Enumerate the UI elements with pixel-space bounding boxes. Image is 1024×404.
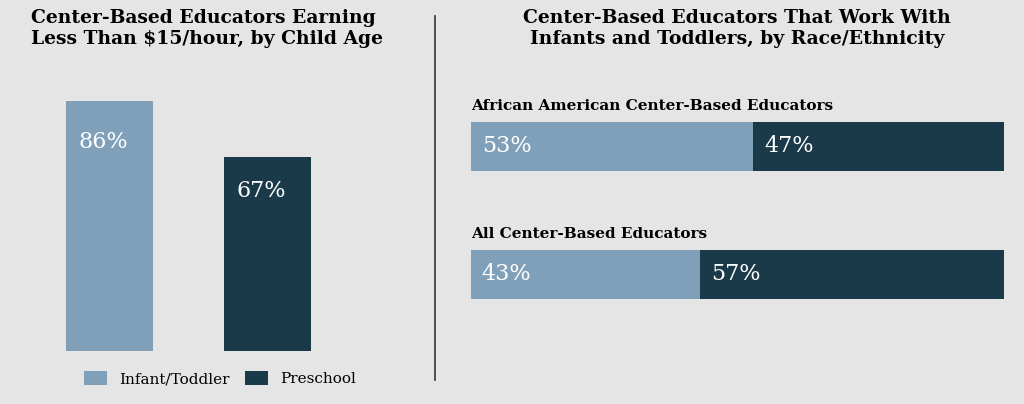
- Text: African American Center-Based Educators: African American Center-Based Educators: [471, 99, 834, 113]
- Text: 47%: 47%: [764, 135, 813, 158]
- Text: 67%: 67%: [237, 180, 287, 202]
- Bar: [67, 101, 153, 351]
- Text: 57%: 57%: [711, 263, 760, 285]
- Bar: [754, 122, 1004, 171]
- Text: Center-Based Educators Earning
Less Than $15/hour, by Child Age: Center-Based Educators Earning Less Than…: [31, 9, 383, 48]
- Title: Center-Based Educators That Work With
Infants and Toddlers, by Race/Ethnicity: Center-Based Educators That Work With In…: [523, 9, 951, 48]
- Bar: [471, 250, 700, 299]
- Text: 86%: 86%: [79, 131, 128, 154]
- Bar: [224, 157, 311, 351]
- Text: All Center-Based Educators: All Center-Based Educators: [471, 227, 708, 241]
- Text: 43%: 43%: [481, 263, 531, 285]
- Legend: Infant/Toddler, Preschool: Infant/Toddler, Preschool: [78, 365, 362, 392]
- Text: 53%: 53%: [481, 135, 531, 158]
- Bar: [700, 250, 1004, 299]
- Bar: [471, 122, 754, 171]
